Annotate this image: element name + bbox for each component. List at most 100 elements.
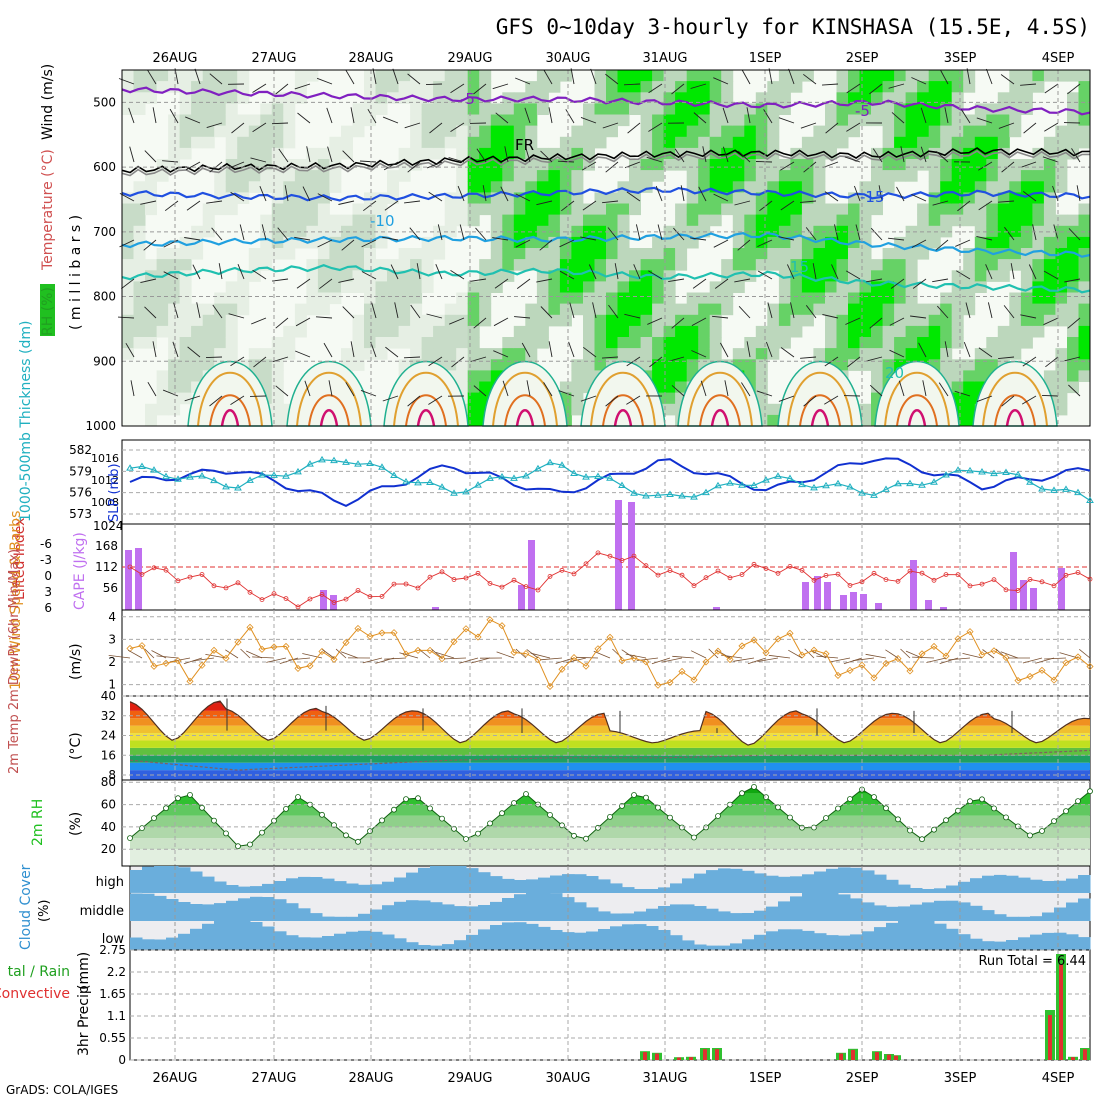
rh-cell [548,181,561,193]
rh-cell [767,103,780,115]
rh-cell [859,325,872,338]
cloud-block [634,924,647,950]
thickness-marker [786,474,794,482]
rh-cell [882,125,895,138]
rh-marker [499,810,505,817]
freezing-level-line [121,147,1091,174]
cloud-block [406,900,419,921]
rh-cell [1032,270,1045,282]
rh-cell [997,203,1010,216]
rh-cell [629,314,641,327]
thickness-marker [870,491,878,498]
rh-cell [940,181,953,193]
rh-cell [294,181,307,193]
rh-cell [145,337,157,349]
rh-cell [871,70,883,82]
rh-cell [433,248,446,260]
rh-cell [237,181,250,193]
cloud-block [250,896,263,921]
wind-marker [1074,653,1082,661]
rh-cell [813,236,826,249]
surface-wind-barb [900,648,911,659]
rh-cell [894,136,907,149]
rh-cell [536,303,549,316]
wind-barb [822,161,839,168]
rh-cell [813,170,826,182]
thickness-marker [138,462,146,469]
wind-barb [275,83,289,95]
rh-cell [559,236,572,249]
rh-cell [986,214,999,227]
li-marker [259,597,265,602]
cloud-block [1006,940,1019,950]
rh-cell [1043,192,1056,204]
rh-cell [594,214,607,227]
cloud-block [1078,898,1091,921]
rh-cell [859,314,872,327]
rh-cell [951,159,964,171]
wind-barb [211,227,223,241]
rh-cell [364,325,376,338]
rh-cell [502,136,515,149]
rh-cell [790,181,803,193]
rh-cell [341,214,353,227]
boundary-layer-dome [874,360,960,427]
wind-barb [1043,270,1059,280]
rh-cell [479,259,492,271]
rh-cell [894,337,907,349]
rh-cell [686,314,699,327]
thickness-marker [834,479,842,487]
rh-cell [456,92,469,104]
rh-cell [387,70,399,82]
li-marker [523,584,529,589]
rh-cell [905,136,918,149]
rh-cell [663,136,676,149]
rh-marker [235,843,241,850]
rh-cell [133,259,146,271]
rh-cell [283,225,296,238]
rh-cell [767,214,780,227]
rh-cell [375,81,388,93]
boundary-layer-dome [286,360,372,427]
rh-cell [1067,114,1079,127]
rh-cell [444,337,457,349]
rh-cell [663,159,676,171]
cloud-block [154,939,167,950]
thickness-marker [510,474,518,481]
cloud-block [550,893,563,921]
rh-cell [225,337,238,349]
rh-cell [375,236,388,249]
cloud-block [802,893,815,921]
thickness-marker [462,487,470,495]
rh-cell [456,125,469,138]
thickness-marker [426,478,434,486]
rh-cell [721,70,734,82]
rh-cell [917,159,930,171]
rh-cell [951,92,964,104]
rh-cell [179,259,192,271]
thickness-marker [222,482,230,490]
rh-cell [156,325,169,338]
rh-cell [490,248,503,260]
rh-cell [179,92,192,104]
rh-cell [536,181,549,193]
wind-tick: 4 [108,610,116,624]
rh-cell [145,203,157,216]
rh-cell [767,314,780,327]
cloud-block [298,876,311,893]
rh-cell [917,325,930,338]
wind-barb [163,239,179,248]
rh-cell [813,125,826,138]
surface-wind-barb [733,657,755,662]
wind-barb [582,200,597,211]
rh-cell [225,114,238,127]
rh-tick: 40 [101,820,116,834]
rh-cell [421,248,434,260]
rh-cell [652,147,665,160]
rh-cell [963,203,976,216]
cloud-block [1018,916,1031,921]
rh-cell [882,81,895,93]
rh-cell [617,259,630,271]
rh-cell [248,136,261,149]
rh-cell [732,103,745,115]
